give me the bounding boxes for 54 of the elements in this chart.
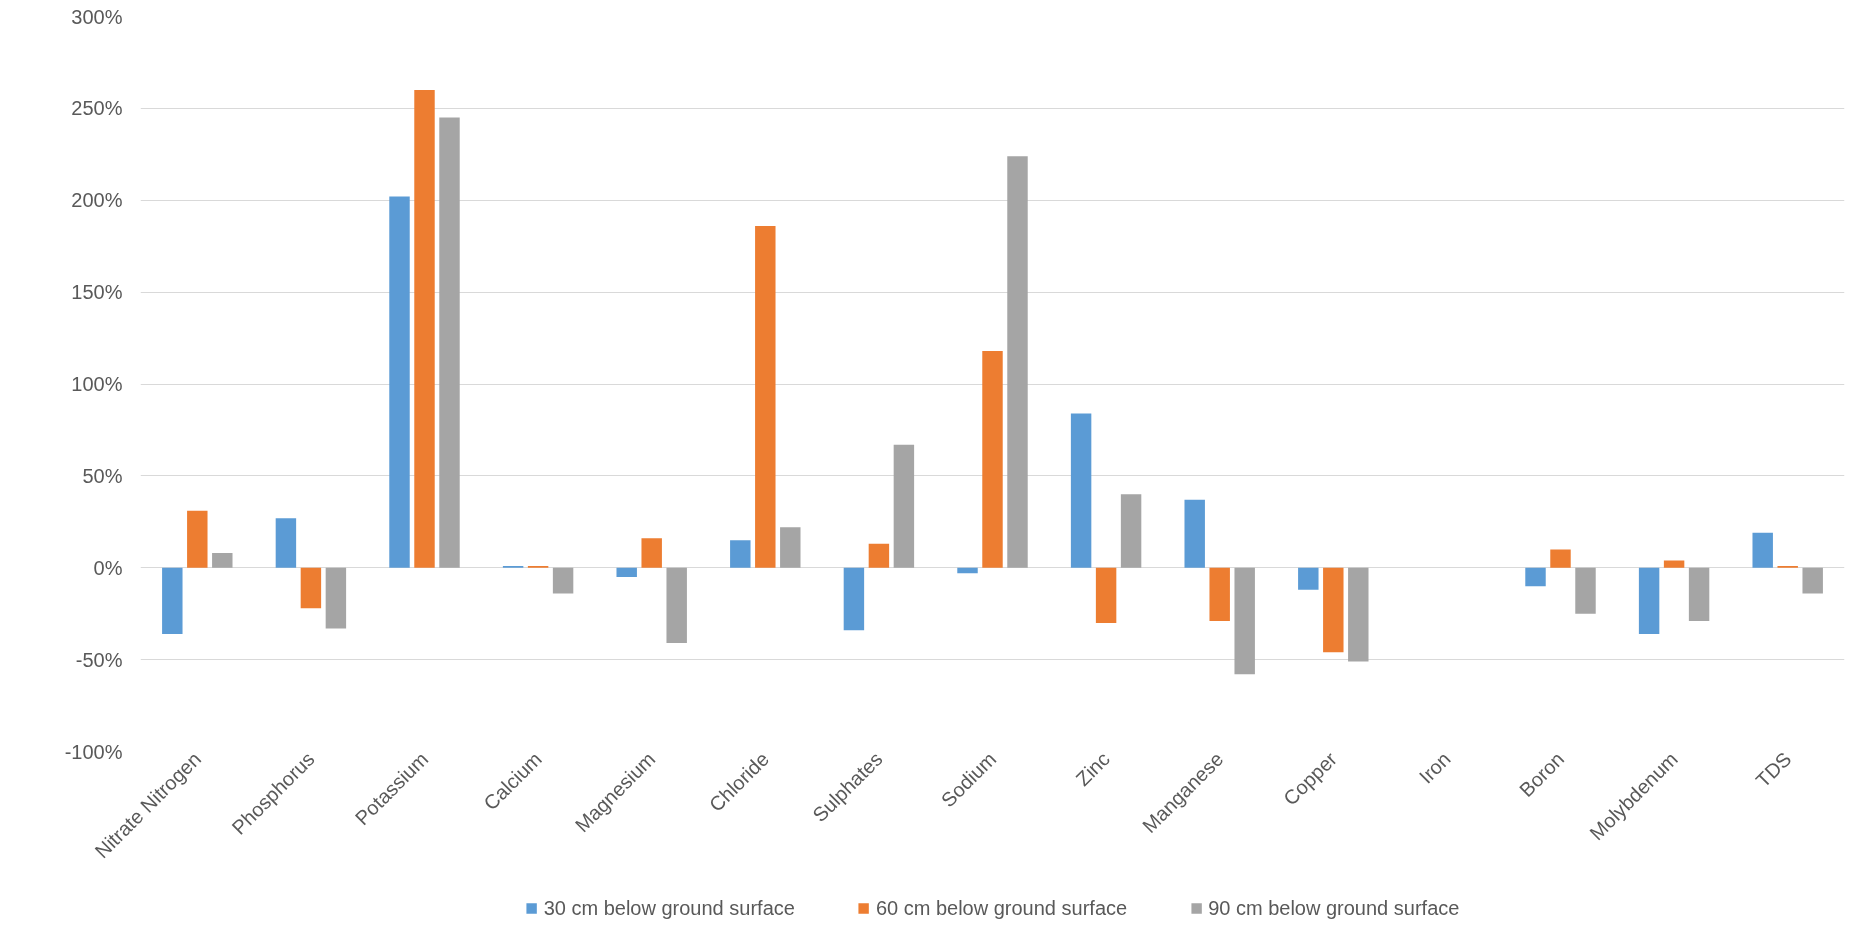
y-tick-label: 300% <box>71 5 123 28</box>
bar <box>780 527 801 568</box>
x-tick-label: Zinc <box>1071 747 1114 790</box>
bar <box>1550 549 1571 568</box>
y-tick-label: -100% <box>64 740 123 763</box>
bar <box>1298 567 1319 590</box>
bar <box>893 444 915 568</box>
bar <box>1209 567 1230 622</box>
bar <box>1007 156 1028 568</box>
y-tick-label: 100% <box>71 373 123 395</box>
legend-label: 30 cm below ground surface <box>543 896 795 920</box>
y-tick-label: 50% <box>82 464 123 487</box>
legend-label: 60 cm below ground surface <box>875 896 1128 920</box>
bar <box>389 196 410 568</box>
x-tick-label: TDS <box>1751 747 1796 792</box>
bar <box>957 567 978 574</box>
bar <box>1120 494 1142 568</box>
bar <box>1663 560 1685 568</box>
bar <box>1688 567 1710 622</box>
bar <box>1234 567 1255 675</box>
bar <box>162 567 183 634</box>
y-tick-label: -50% <box>75 648 123 671</box>
y-tick-label: 0% <box>93 556 123 579</box>
bar <box>1752 532 1773 568</box>
bar <box>300 567 322 609</box>
bar <box>843 567 865 631</box>
y-tick-label: 250% <box>71 97 123 120</box>
bar <box>1184 499 1205 568</box>
bar <box>616 567 637 577</box>
bar <box>187 510 208 568</box>
bar <box>275 518 297 568</box>
bar <box>666 567 687 644</box>
bar <box>1095 567 1117 623</box>
bar <box>1525 567 1546 587</box>
legend-label: 90 cm below ground surface <box>1208 896 1460 920</box>
bar <box>1802 567 1823 594</box>
bar <box>982 350 1003 568</box>
bar <box>730 540 751 568</box>
bar <box>755 225 776 568</box>
x-tick-label: Iron <box>1414 747 1455 788</box>
y-tick-label: 150% <box>71 281 123 304</box>
bar <box>1638 567 1660 634</box>
bar <box>641 538 662 568</box>
bar <box>439 117 460 568</box>
bar <box>1348 567 1369 662</box>
bar <box>325 567 347 629</box>
bar <box>212 553 233 568</box>
bar <box>1323 567 1344 653</box>
bar <box>552 567 574 594</box>
bar <box>1070 413 1092 568</box>
bar <box>414 90 435 568</box>
bar <box>868 543 890 568</box>
bar <box>1575 567 1596 614</box>
y-tick-label: 200% <box>71 189 123 212</box>
